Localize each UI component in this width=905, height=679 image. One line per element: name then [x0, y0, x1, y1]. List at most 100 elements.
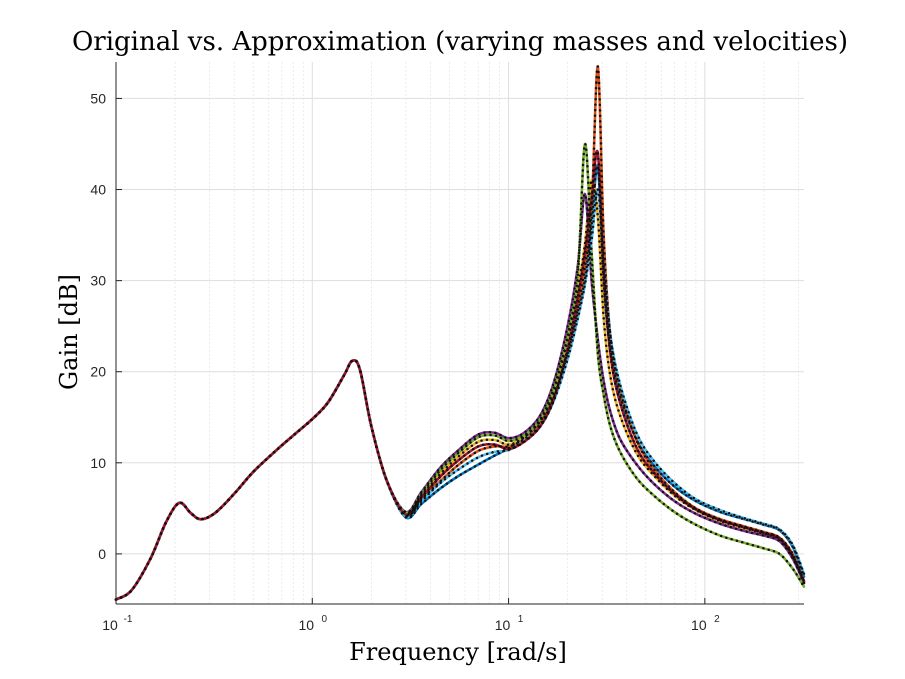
approx-marker: [480, 439, 483, 442]
approx-marker: [509, 436, 512, 440]
approx-marker: [605, 411, 609, 414]
approx-marker: [556, 385, 560, 388]
approx-marker: [622, 444, 626, 448]
approx-marker: [566, 325, 569, 328]
approx-marker: [660, 480, 663, 483]
approx-marker: [223, 502, 227, 506]
y-tick-label: 50: [90, 90, 106, 106]
approx-marker: [634, 476, 638, 479]
approx-marker: [631, 421, 634, 424]
approx-marker: [576, 268, 580, 271]
approx-marker: [800, 567, 804, 570]
approx-marker: [664, 484, 667, 487]
approx-marker: [589, 230, 592, 234]
approx-marker: [604, 339, 607, 342]
approx-marker: [713, 520, 717, 524]
approx-marker: [675, 512, 679, 516]
approx-marker: [423, 496, 426, 500]
approx-marker: [748, 518, 752, 522]
approx-marker: [601, 300, 604, 304]
approx-marker: [591, 216, 594, 220]
approx-marker: [568, 314, 572, 317]
approx-marker: [440, 464, 443, 468]
approx-marker: [600, 226, 603, 230]
approx-marker: [184, 505, 187, 509]
approx-marker: [599, 201, 602, 205]
approx-marker: [592, 141, 596, 145]
approx-marker: [592, 179, 595, 183]
approx-marker: [544, 406, 548, 410]
approx-marker: [573, 315, 576, 319]
approx-marker: [620, 393, 623, 397]
approx-marker: [604, 393, 608, 396]
approx-marker: [671, 479, 674, 483]
approx-marker: [586, 212, 589, 216]
series-line-1: [114, 164, 806, 601]
approx-marker: [779, 529, 783, 532]
approx-marker: [583, 241, 587, 245]
approx-marker: [620, 452, 623, 456]
approx-marker: [595, 340, 599, 344]
approx-marker: [594, 322, 598, 325]
approx-marker: [633, 426, 636, 429]
approx-marker: [704, 528, 708, 531]
approx-marker: [639, 459, 643, 462]
approx-marker: [573, 324, 576, 328]
approx-marker: [600, 234, 604, 238]
approx-marker: [565, 360, 569, 363]
approx-marker: [659, 467, 662, 471]
approx-marker: [566, 347, 569, 351]
approx-marker: [584, 230, 588, 234]
approx-marker: [342, 374, 345, 377]
approx-marker: [600, 218, 603, 221]
approx-marker: [667, 475, 670, 479]
approx-marker: [595, 333, 599, 336]
approx-marker: [614, 382, 617, 385]
approx-marker: [683, 490, 687, 493]
approx-marker: [593, 296, 596, 300]
approx-marker: [598, 355, 602, 358]
approx-marker: [419, 500, 423, 503]
approx-marker: [550, 391, 554, 395]
approx-marker: [416, 504, 419, 508]
approx-marker: [434, 480, 438, 483]
approx-marker: [601, 245, 604, 249]
x-tick-exponent: 1: [518, 614, 524, 625]
approx-marker: [398, 507, 402, 510]
approx-marker: [369, 424, 373, 427]
approx-marker: [601, 295, 604, 298]
approx-marker: [448, 457, 451, 460]
approx-marker: [689, 497, 693, 500]
approx-marker: [607, 338, 611, 342]
approx-marker: [460, 448, 464, 451]
approx-marker: [580, 191, 584, 194]
approx-marker: [603, 387, 607, 391]
approx-marker: [539, 416, 543, 420]
approx-marker: [436, 469, 440, 472]
approx-marker: [600, 229, 603, 232]
approx-marker: [466, 462, 469, 465]
approx-marker: [491, 451, 494, 454]
approx-marker: [587, 186, 590, 190]
approx-marker: [450, 479, 453, 482]
approx-marker: [679, 486, 682, 490]
approx-marker: [645, 455, 649, 459]
approx-marker: [443, 477, 447, 481]
approx-marker: [553, 395, 556, 399]
approx-marker: [598, 103, 602, 107]
approx-marker: [600, 186, 604, 189]
approx-marker: [635, 440, 639, 444]
approx-marker: [642, 451, 646, 454]
approx-marker: [483, 431, 486, 434]
approx-marker: [452, 455, 456, 459]
approx-marker: [365, 402, 369, 406]
approx-marker: [538, 425, 542, 428]
approx-marker: [585, 269, 589, 272]
approx-marker: [583, 285, 586, 289]
approx-marker: [451, 468, 455, 471]
approx-marker: [730, 514, 733, 517]
approx-marker: [579, 218, 582, 222]
approx-marker: [578, 246, 581, 249]
approx-marker: [615, 379, 618, 383]
approx-marker: [634, 449, 637, 453]
